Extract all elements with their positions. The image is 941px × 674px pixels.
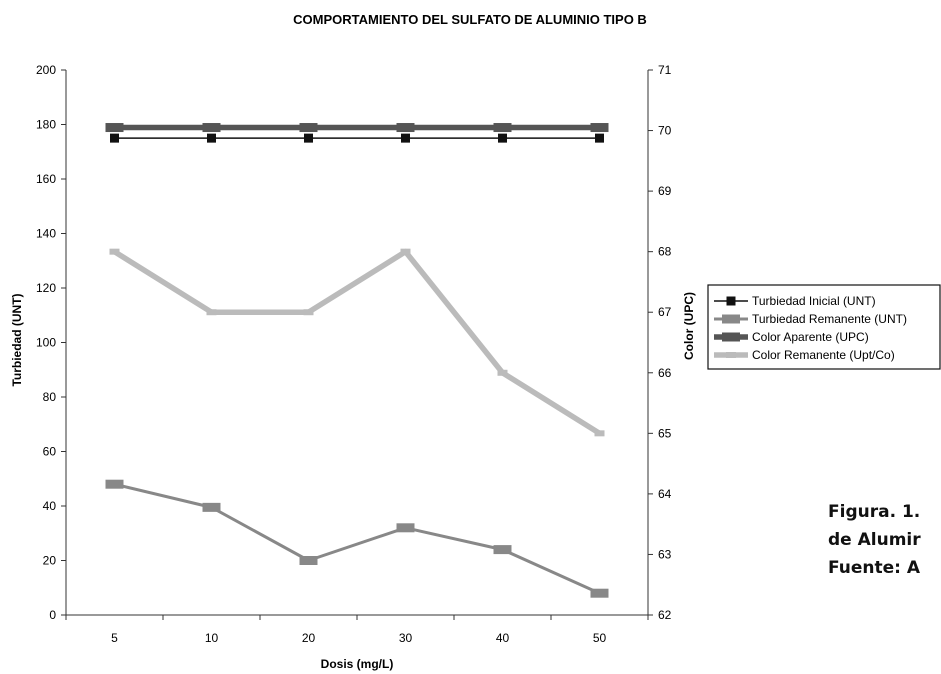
y2-tick-label: 70 bbox=[658, 124, 672, 138]
y2-tick-label: 71 bbox=[658, 63, 672, 77]
data-point bbox=[400, 248, 411, 255]
legend-swatch-marker bbox=[722, 332, 740, 342]
legend-label: Turbiedad Inicial (UNT) bbox=[752, 294, 876, 308]
data-point bbox=[590, 123, 609, 133]
data-point bbox=[299, 123, 318, 133]
y-tick-label: 200 bbox=[36, 63, 56, 77]
y-tick-label: 160 bbox=[36, 172, 56, 186]
data-point bbox=[202, 123, 221, 133]
series-3 bbox=[105, 123, 609, 133]
legend-swatch-marker bbox=[726, 296, 736, 306]
x-tick-label: 30 bbox=[399, 631, 413, 645]
y-tick-label: 120 bbox=[36, 281, 56, 295]
data-point bbox=[105, 479, 124, 489]
legend-swatch-marker bbox=[722, 314, 740, 324]
y-axis-label: Turbiedad (UNT) bbox=[10, 293, 24, 386]
data-point bbox=[595, 133, 604, 143]
y-tick-label: 20 bbox=[43, 554, 57, 568]
legend-swatch-marker bbox=[726, 352, 736, 358]
x-tick-label: 50 bbox=[593, 631, 607, 645]
chart-title: COMPORTAMIENTO DEL SULFATO DE ALUMINIO T… bbox=[293, 12, 647, 27]
data-point bbox=[304, 133, 313, 143]
legend-label: Color Aparente (UPC) bbox=[752, 330, 869, 344]
y2-tick-label: 64 bbox=[658, 487, 672, 501]
legend-entry: Turbiedad Inicial (UNT) bbox=[714, 294, 876, 308]
y2-tick-label: 69 bbox=[658, 184, 672, 198]
series-4 bbox=[109, 248, 605, 437]
data-point bbox=[109, 248, 120, 255]
y2-tick-label: 65 bbox=[658, 426, 672, 440]
data-point bbox=[110, 133, 119, 143]
x-tick-label: 20 bbox=[302, 631, 316, 645]
y2-axis-label: Color (UPC) bbox=[682, 292, 696, 360]
legend: Turbiedad Inicial (UNT) Turbiedad Remanen… bbox=[707, 284, 941, 370]
y-tick-label: 60 bbox=[43, 445, 57, 459]
legend-entry: Color Aparente (UPC) bbox=[714, 330, 869, 344]
y-tick-label: 80 bbox=[43, 390, 57, 404]
series-line bbox=[113, 248, 601, 436]
plot-area bbox=[105, 123, 609, 598]
data-point bbox=[202, 502, 221, 512]
data-point bbox=[497, 369, 508, 376]
series-2 bbox=[105, 479, 609, 598]
tick-labels: 0 20 40 60 80 100 120 140 160 180 200 62 63 64 65 66 67 6… bbox=[36, 63, 672, 645]
y2-tick-label: 68 bbox=[658, 245, 672, 259]
y2-tick-label: 66 bbox=[658, 366, 672, 380]
y-tick-label: 0 bbox=[49, 608, 56, 622]
data-point bbox=[493, 123, 512, 133]
figure-caption: Figura. 1. de Alumir Fuente: A bbox=[828, 498, 921, 582]
y-tick-label: 140 bbox=[36, 227, 56, 241]
data-point bbox=[207, 133, 216, 143]
data-point bbox=[493, 545, 512, 555]
data-point bbox=[594, 430, 605, 437]
data-point bbox=[206, 309, 217, 316]
data-point bbox=[590, 588, 609, 598]
series-1 bbox=[110, 133, 604, 143]
data-point bbox=[498, 133, 507, 143]
data-point bbox=[105, 123, 124, 133]
y-tick-label: 180 bbox=[36, 118, 56, 132]
caption-line-2: de Alumir bbox=[828, 530, 921, 550]
data-point bbox=[396, 523, 415, 533]
y2-tick-label: 63 bbox=[658, 547, 672, 561]
x-tick-label: 10 bbox=[205, 631, 219, 645]
x-tick-label: 40 bbox=[496, 631, 510, 645]
legend-label: Color Remanente (Upt/Co) bbox=[752, 348, 895, 362]
y2-tick-label: 62 bbox=[658, 608, 672, 622]
caption-line-1: Figura. 1. bbox=[828, 502, 921, 522]
legend-entry: Color Remanente (Upt/Co) bbox=[714, 348, 895, 362]
x-axis-label: Dosis (mg/L) bbox=[321, 657, 394, 671]
y-tick-label: 40 bbox=[43, 499, 57, 513]
data-point bbox=[303, 309, 314, 316]
x-tick-label: 5 bbox=[111, 631, 118, 645]
data-point bbox=[299, 556, 318, 565]
caption-line-3: Fuente: A bbox=[828, 558, 921, 578]
legend-entry: Turbiedad Remanente (UNT) bbox=[714, 312, 907, 326]
data-point bbox=[396, 123, 415, 133]
data-point bbox=[401, 133, 410, 143]
axes bbox=[61, 69, 653, 620]
series-line bbox=[114, 482, 601, 595]
y2-tick-label: 67 bbox=[658, 305, 672, 319]
y-tick-label: 100 bbox=[36, 336, 56, 350]
legend-label: Turbiedad Remanente (UNT) bbox=[752, 312, 907, 326]
